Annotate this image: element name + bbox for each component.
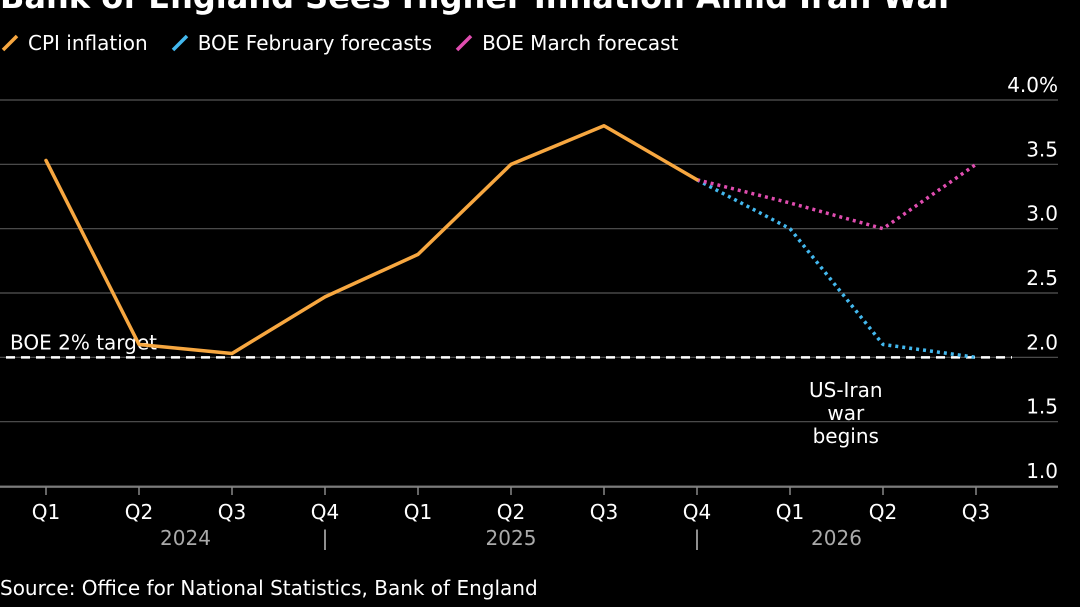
x-tick-label: Q1 — [32, 500, 60, 524]
x-tick-label: Q3 — [218, 500, 246, 524]
x-tick-label: Q3 — [962, 500, 990, 524]
y-tick-label: 3.5 — [1026, 137, 1058, 161]
year-label: 2024 — [160, 526, 211, 550]
y-tick-label: 2.5 — [1026, 266, 1058, 290]
line-chart: 1.0 1.5 2.0 2.5 3.0 3.5 4.0% Q1 Q2 Q3 Q4 Q1 Q2 Q3 Q4 Q1… — [0, 73, 1058, 550]
legend-label-cpi: CPI inflation — [28, 31, 148, 55]
year-separator: | — [322, 526, 329, 550]
annotation-line: war — [827, 401, 865, 425]
year-label: 2025 — [486, 526, 537, 550]
mar-legend-swatch-icon — [455, 34, 473, 52]
legend-item-cpi: CPI inflation — [0, 31, 148, 55]
x-tick-label: Q3 — [590, 500, 618, 524]
legend-label-feb: BOE February forecasts — [197, 31, 433, 55]
x-tick-label: Q2 — [869, 500, 897, 524]
y-tick-label: 1.0 — [1026, 459, 1058, 483]
x-tick-label: Q4 — [683, 500, 711, 524]
y-tick-label: 4.0% — [1007, 73, 1058, 97]
x-tick-label: Q2 — [125, 500, 153, 524]
annotation-line: US-Iran — [809, 378, 883, 402]
y-tick-label: 3.0 — [1026, 202, 1058, 226]
x-tick-label: Q1 — [404, 500, 432, 524]
cpi-line — [44, 123, 699, 356]
cpi-legend-swatch-icon — [1, 34, 19, 52]
x-tick-label: Q2 — [497, 500, 525, 524]
chart-title: Bank of England Sees Higher Inflation Am… — [0, 0, 954, 16]
year-label: 2026 — [811, 526, 862, 550]
legend-label-mar: BOE March forecast — [482, 31, 679, 55]
x-tick-label: Q4 — [311, 500, 339, 524]
y-tick-label: 1.5 — [1026, 395, 1058, 419]
year-separator: | — [694, 526, 701, 550]
x-tick-label: Q1 — [776, 500, 804, 524]
legend-item-feb: BOE February forecasts — [170, 31, 432, 55]
feb-legend-swatch-icon — [171, 34, 188, 52]
mar-forecast-line — [696, 162, 977, 231]
source-note: Source: Office for National Statistics, … — [0, 576, 538, 600]
feb-forecast-line — [696, 178, 977, 360]
annotation-line: begins — [813, 424, 879, 448]
legend: CPI inflation BOE February forecasts BOE… — [0, 30, 700, 56]
y-tick-label: 2.0 — [1026, 330, 1058, 354]
legend-item-mar: BOE March forecast — [454, 31, 678, 55]
